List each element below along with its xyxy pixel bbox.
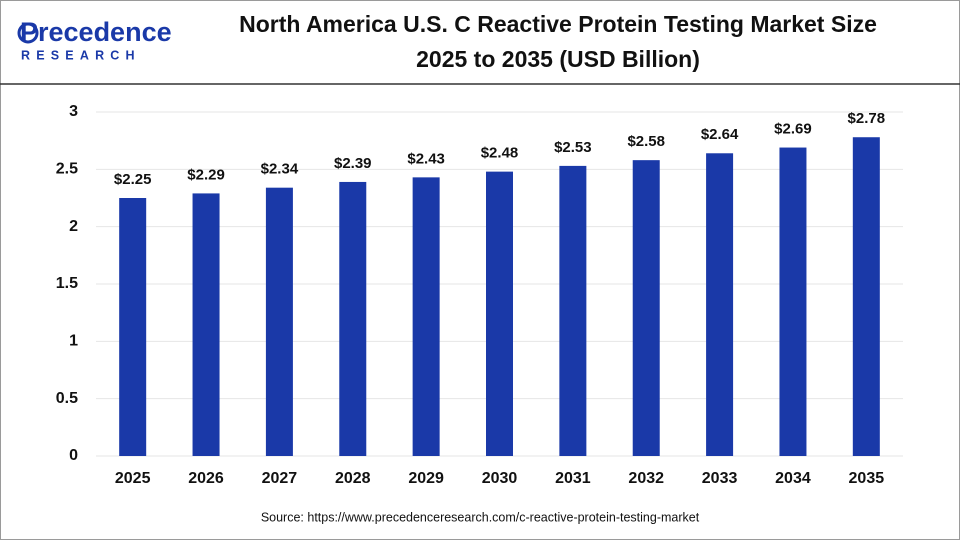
value-label: $2.34 (261, 161, 299, 178)
x-tick-label: 2034 (775, 470, 811, 487)
bar (779, 147, 807, 456)
bar (632, 160, 660, 456)
value-label: $2.29 (187, 166, 225, 183)
value-label: $2.39 (334, 155, 372, 172)
value-label: $2.64 (701, 126, 739, 143)
value-label: $2.43 (407, 150, 445, 167)
value-label: $2.58 (627, 133, 665, 150)
y-tick-label: 2 (69, 218, 78, 235)
x-tick-label: 2031 (555, 470, 591, 487)
x-tick-label: 2025 (115, 470, 151, 487)
bar (412, 177, 440, 457)
y-tick-label: 1.5 (56, 275, 78, 292)
bar (192, 193, 220, 456)
source: Source: https://www.precedenceresearch.c… (261, 510, 700, 524)
logo-tagline: RESEARCH (21, 48, 141, 62)
value-label: $2.78 (848, 110, 886, 127)
x-tick-label: 2027 (262, 470, 298, 487)
bar (119, 198, 147, 456)
x-tick-label: 2028 (335, 470, 371, 487)
x-tick-label: 2033 (702, 470, 738, 487)
x-tick-label: 2026 (188, 470, 224, 487)
y-tick-label: 2.5 (56, 161, 78, 178)
y-tick-label: 0.5 (56, 390, 78, 407)
value-label: $2.25 (114, 171, 152, 188)
bar (559, 165, 587, 457)
x-tick-label: 2029 (408, 470, 444, 487)
bar (486, 171, 513, 457)
logo-name: Precedence (20, 17, 172, 47)
chart-subtitle: 2025 to 2035 (USD Billion) (416, 46, 700, 72)
x-tick-label: 2032 (628, 470, 664, 487)
x-tick-label: 2035 (849, 470, 885, 487)
bar (339, 181, 367, 457)
bar (852, 137, 880, 456)
x-tick-label: 2030 (482, 470, 518, 487)
logo: Precedence RESEARCH (17, 17, 172, 62)
y-tick-label: 0 (69, 447, 78, 464)
value-label: $2.69 (774, 121, 812, 138)
value-label: $2.53 (554, 139, 592, 156)
y-tick-label: 1 (69, 333, 78, 350)
bar (706, 153, 734, 456)
value-label: $2.48 (481, 145, 519, 162)
bar (265, 187, 293, 456)
y-tick-label: 3 (69, 103, 78, 120)
chart-title: North America U.S. C Reactive Protein Te… (239, 11, 877, 37)
logo-icon (17, 22, 39, 44)
